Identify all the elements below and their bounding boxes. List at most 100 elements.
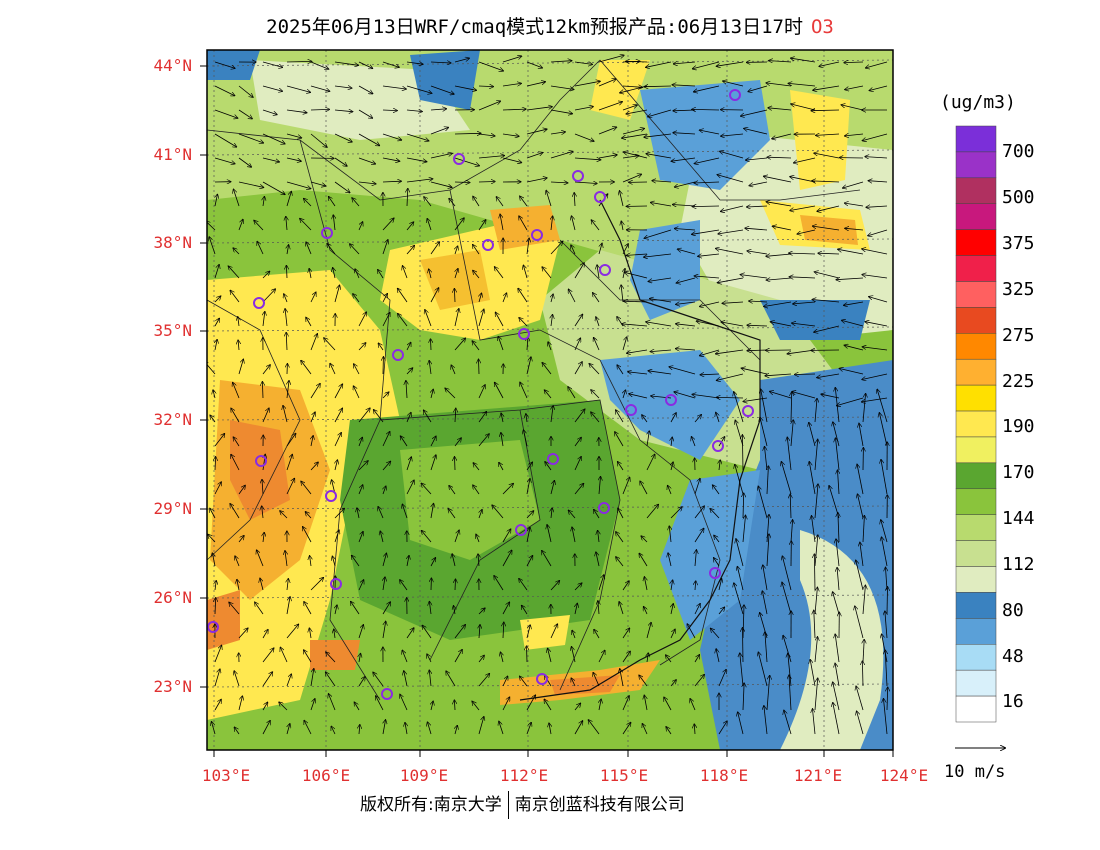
wind-vector [503,622,504,639]
wind-vector [622,581,629,591]
wind-vector [358,485,363,495]
wind-vector [215,195,217,207]
wind-vector [550,481,554,495]
wind-vector [383,486,386,495]
wind-vector [670,507,682,519]
wind-vector [865,157,888,158]
wind-vector [283,406,288,423]
wind-vector [572,647,576,663]
wind-vector [382,61,399,67]
wind-vector [231,408,240,423]
wind-vector [214,700,221,711]
wind-vector [284,294,287,303]
wind-vector [214,157,235,164]
wind-vector [479,359,480,375]
wind-vector [454,530,459,543]
wind-vector [628,372,648,374]
wind-vector [421,483,432,495]
wind-vector [429,602,431,615]
wind-vector [234,727,240,735]
map-frame [206,49,894,751]
wind-vector [262,272,270,279]
colorbar-label-225: 225 [1002,371,1035,392]
wind-vector [574,338,580,351]
wind-vector [574,133,594,141]
colorbar-swatch [955,177,997,204]
wind-vector [310,61,329,69]
wind-vector [862,394,866,423]
wind-vector [215,457,216,471]
wind-vector [841,105,864,111]
wind-vector [286,109,307,113]
wind-vector [642,724,648,735]
wind-vector [716,349,744,354]
wind-vector [454,58,469,63]
wind-vector [430,128,448,135]
wind-vector [670,680,676,687]
wind-vector [859,424,864,447]
wind-vector [866,61,888,68]
wind-vector [359,654,361,663]
wind-vector [692,437,696,447]
wind-vector [574,263,584,279]
wind-vector [358,677,365,687]
wind-vector [286,674,291,687]
colorbar-label-375: 375 [1002,233,1035,254]
wind-vector [430,436,436,447]
wind-vector [255,602,264,615]
wind-vector [714,536,720,543]
colorbar-swatch [955,669,997,697]
wind-vector [310,109,329,110]
wind-vector [616,410,624,423]
wind-vector [519,318,528,327]
wind-vector [359,438,362,447]
wind-vector [306,318,312,327]
wind-vector [863,640,864,663]
wind-vector [764,301,792,307]
wind-vector [455,726,457,735]
wind-vector [279,702,288,711]
wind-vector [575,604,577,615]
wind-vector [478,717,484,735]
wind-vector [358,182,376,184]
wind-vector-field [207,55,888,735]
wind-vector [720,151,744,159]
wind-vector [668,486,672,495]
wind-vector [353,294,360,303]
wind-vector [673,133,696,134]
wind-vector [622,723,631,735]
wind-vector [430,85,454,94]
wind-vector [885,650,887,687]
wind-vector [810,660,816,687]
wind-vector [524,430,528,447]
wind-vector [738,712,744,735]
wind-vector [526,61,542,68]
wind-vector [622,133,648,138]
wind-vector [551,216,553,231]
wind-vector [454,700,455,711]
wind-vector [574,362,582,375]
wind-vector [644,577,647,591]
wind-vector [869,85,888,91]
wind-vector [208,535,216,543]
wind-vector [214,265,219,279]
wind-vector [626,61,648,62]
wind-vector [694,415,701,423]
wind-vector [716,249,744,255]
wind-vector [869,297,888,303]
wind-vector [380,531,383,543]
wind-vector [478,86,493,87]
wind-vector [358,461,368,471]
wind-vector [884,699,888,735]
wind-vector [502,484,513,495]
wind-vector [766,676,770,711]
wind-vector [838,470,840,495]
wind-vector [526,129,547,135]
wind-vector [885,611,887,639]
wind-vector [502,529,511,543]
wind-vector [478,554,479,567]
wind-vector [627,349,648,353]
wind-vector [721,134,744,136]
wind-vector [449,199,456,207]
wind-vector [574,703,580,711]
